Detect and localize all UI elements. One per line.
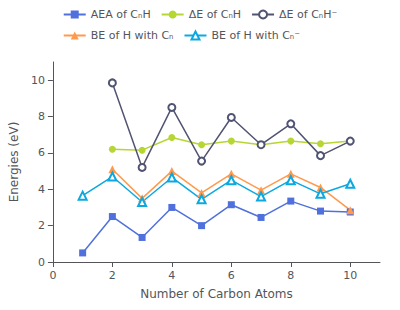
svg-text:8: 8 <box>287 269 294 282</box>
svg-text:BE of H with Cₙ: BE of H with Cₙ <box>91 29 174 42</box>
svg-text:0: 0 <box>38 256 45 269</box>
svg-text:6: 6 <box>228 269 235 282</box>
svg-text:ΔE of CₙH⁻: ΔE of CₙH⁻ <box>279 8 337 21</box>
svg-text:ΔE of CₙH: ΔE of CₙH <box>189 8 241 21</box>
svg-text:8: 8 <box>38 110 45 123</box>
svg-text:2: 2 <box>38 219 45 232</box>
svg-text:2: 2 <box>109 269 116 282</box>
svg-text:BE of H with Cₙ⁻: BE of H with Cₙ⁻ <box>211 29 300 42</box>
svg-text:10: 10 <box>343 269 357 282</box>
svg-text:10: 10 <box>31 74 45 87</box>
svg-text:AEA of CₙH: AEA of CₙH <box>91 8 151 21</box>
svg-text:0: 0 <box>49 269 56 282</box>
svg-text:Energies (eV): Energies (eV) <box>7 122 21 203</box>
svg-text:Number of Carbon Atoms: Number of Carbon Atoms <box>140 287 292 301</box>
svg-text:4: 4 <box>168 269 175 282</box>
svg-text:4: 4 <box>38 183 45 196</box>
svg-text:6: 6 <box>38 146 45 159</box>
